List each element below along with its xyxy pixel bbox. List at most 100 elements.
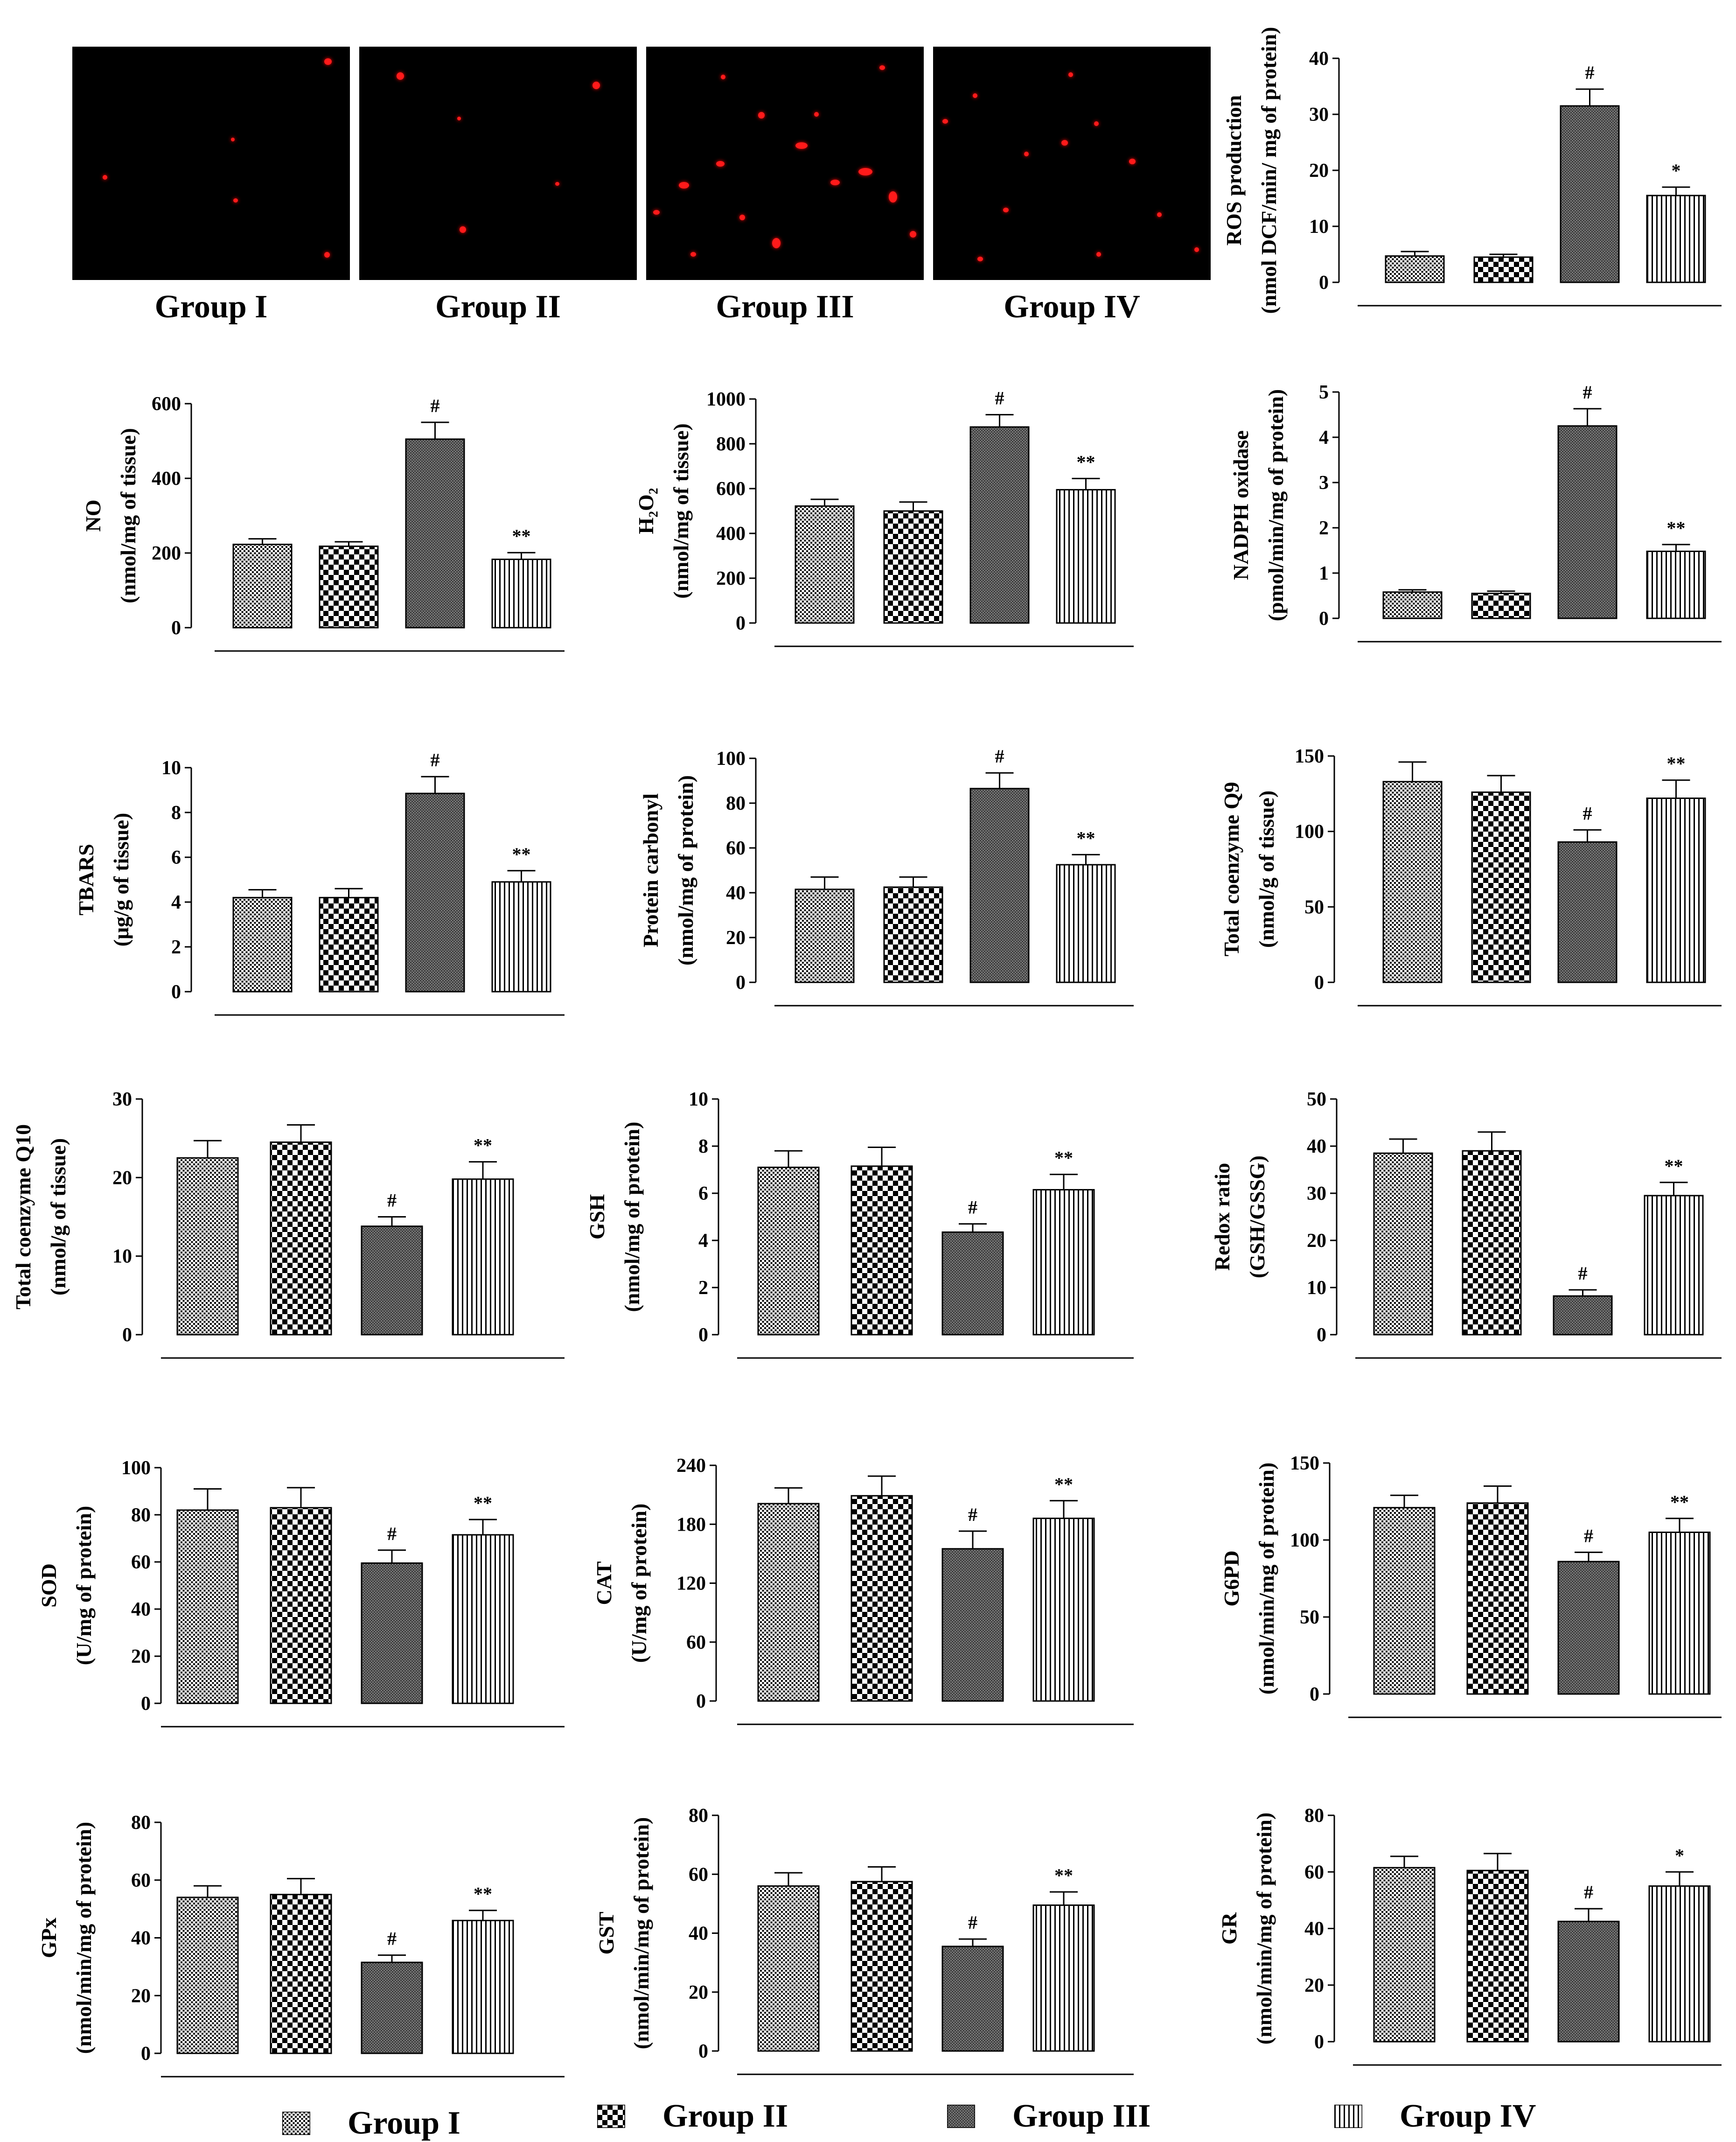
- micrograph-group-2: [359, 47, 637, 280]
- y-tick-label: 10: [1307, 1277, 1326, 1299]
- bar-4: [1032, 1518, 1095, 1702]
- bar-4: [1032, 1189, 1095, 1336]
- legend-label-group-2: Group II: [662, 2098, 788, 2134]
- y-tick-label: 0: [1314, 972, 1324, 994]
- bar-2: [851, 1881, 913, 2052]
- bar-4: [452, 1534, 514, 1704]
- y-tick-label: 20: [131, 1985, 151, 2007]
- bar-1: [176, 1897, 239, 2054]
- bar-2: [883, 510, 943, 624]
- y-tick-label: 50: [1300, 1607, 1319, 1628]
- y-tick-label: 60: [686, 1632, 706, 1653]
- y-tick-label: 20: [689, 1982, 708, 2003]
- y-tick-label: 30: [112, 1089, 132, 1110]
- y-tick-label: 40: [131, 1928, 151, 1949]
- y-axis-label-line2: (nmol/mg of protein): [674, 775, 697, 966]
- y-tick-label: 100: [716, 748, 746, 770]
- bar-1: [1382, 781, 1443, 983]
- bar-3: [941, 1548, 1004, 1702]
- y-tick-label: 1000: [706, 389, 746, 410]
- y-tick-label: 80: [131, 1505, 151, 1526]
- y-tick-label: 40: [1309, 48, 1329, 70]
- y-tick-label: 0: [1317, 1324, 1326, 1346]
- significance-mark: #: [387, 1928, 397, 1949]
- y-tick-label: 60: [131, 1870, 151, 1891]
- y-tick-label: 80: [689, 1805, 708, 1827]
- y-axis-label-line2: (nmol/min/mg of protein): [1255, 1463, 1278, 1694]
- y-tick-label: 4: [171, 892, 181, 913]
- y-tick-label: 1: [1319, 563, 1329, 584]
- y-axis-label-line1: H₂O₂: [634, 488, 658, 534]
- significance-mark: **: [512, 525, 531, 546]
- fluorescent-spot: [858, 168, 872, 175]
- micrograph-group-4: [933, 47, 1211, 280]
- y-tick-label: 180: [676, 1514, 706, 1535]
- fluorescent-spot: [716, 161, 725, 167]
- significance-mark: #: [387, 1190, 397, 1211]
- y-tick-label: 60: [131, 1552, 151, 1573]
- fluorescent-spot: [814, 112, 819, 117]
- fluorescent-spot: [103, 175, 107, 180]
- y-tick-label: 0: [1319, 272, 1329, 294]
- bar-2: [319, 896, 379, 993]
- bar-3: [405, 792, 465, 993]
- y-tick-label: 0: [171, 981, 181, 1003]
- y-tick-label: 20: [726, 927, 746, 949]
- fluorescent-spot: [690, 252, 696, 257]
- bar-4: [1644, 1195, 1704, 1336]
- fluorescent-spot: [324, 58, 332, 65]
- fluorescent-spot: [758, 112, 765, 119]
- fluorescent-spot: [795, 142, 808, 149]
- bar-3: [969, 426, 1030, 624]
- y-axis-label-line2: (U/mg of protein): [72, 1506, 96, 1666]
- fluorescent-spot: [324, 252, 330, 258]
- significance-mark: #: [1583, 803, 1592, 824]
- y-tick-label: 40: [689, 1923, 708, 1945]
- fluorescent-spot: [942, 119, 948, 124]
- chart-nadph: 0 1 2 3 4 5 NADPH oxidase (pmol/min/mg of prote…: [1229, 382, 1722, 643]
- chart-gpx: 0 20 40 60 80 GPx (nmol/min/mg of protein) # **: [37, 1812, 565, 2078]
- y-tick-label: 600: [152, 393, 181, 415]
- y-tick-label: 0: [141, 2043, 151, 2065]
- y-tick-label: 0: [698, 2041, 708, 2062]
- y-tick-label: 200: [152, 543, 181, 564]
- bar-2: [319, 546, 379, 629]
- y-tick-label: 600: [716, 478, 746, 500]
- y-axis-label-line1: GPx: [37, 1918, 61, 1958]
- fluorescent-spot: [910, 231, 916, 238]
- fluorescent-spot: [739, 215, 745, 220]
- legend-swatch-group-4: [1334, 2105, 1362, 2128]
- significance-mark: **: [1077, 451, 1095, 472]
- bar-1: [1373, 1867, 1436, 2043]
- y-tick-label: 0: [696, 1691, 706, 1712]
- bar-2: [851, 1495, 913, 1702]
- chart-tbars: 0 2 4 6 8 10 TBARS (μg/g of tissue) # **: [74, 749, 565, 1016]
- bar-4: [1056, 864, 1116, 983]
- chart-redox: 0 10 20 30 40 50 Redox ratio (GSH/GSSG) # **: [1210, 1089, 1722, 1359]
- y-tick-label: 0: [1319, 608, 1329, 630]
- significance-mark: *: [1672, 160, 1681, 181]
- significance-mark: *: [1675, 1845, 1684, 1866]
- legend-label-group-3: Group III: [1012, 2098, 1151, 2134]
- significance-mark: #: [1584, 1882, 1593, 1903]
- y-axis-label-line2: (nmol/min/mg of protein): [72, 1822, 96, 2054]
- bar-2: [1462, 1150, 1522, 1336]
- significance-mark: **: [512, 844, 531, 865]
- y-tick-label: 8: [698, 1136, 708, 1157]
- bar-1: [1373, 1152, 1433, 1336]
- y-tick-label: 2: [1319, 518, 1329, 539]
- chart-ros: 0 10 20 30 40 ROS production (nmol DCF/min/ mg…: [1222, 27, 1722, 314]
- significance-mark: **: [1054, 1148, 1073, 1169]
- y-tick-label: 0: [736, 613, 746, 634]
- bar-2: [1466, 1869, 1529, 2043]
- y-tick-label: 240: [676, 1455, 706, 1477]
- bar-1: [1385, 255, 1445, 283]
- y-axis-label-line1: GR: [1217, 1912, 1241, 1945]
- y-tick-label: 200: [716, 568, 746, 589]
- bar-3: [1560, 105, 1620, 283]
- significance-mark: #: [431, 395, 440, 416]
- significance-mark: #: [1584, 1525, 1593, 1546]
- y-axis-label-line2: (nmol/g of tissue): [46, 1138, 70, 1295]
- bar-1: [232, 544, 293, 629]
- y-axis-label-line2: (nmol/min/mg of protein): [629, 1817, 653, 2049]
